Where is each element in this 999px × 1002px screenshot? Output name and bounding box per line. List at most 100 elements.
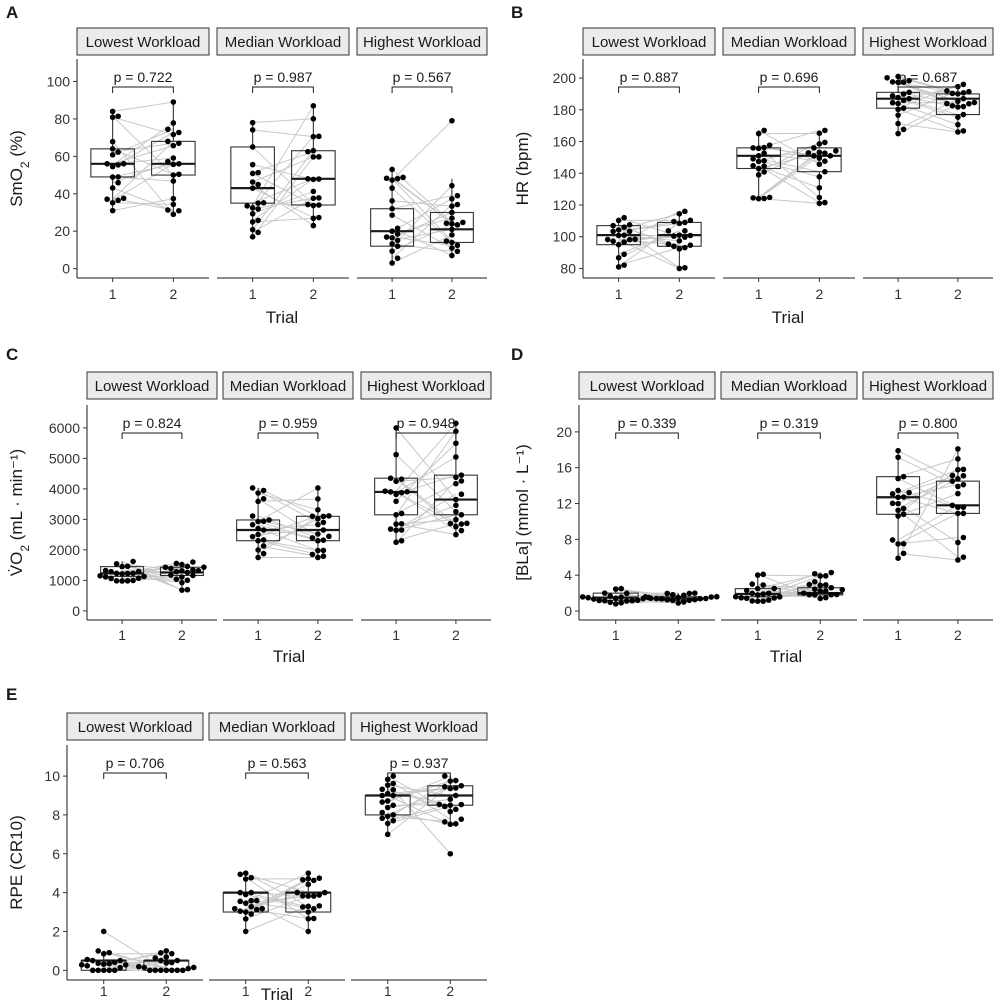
x-axis-title: Trial <box>772 308 804 327</box>
y-tick-label: 4 <box>564 567 572 583</box>
data-point <box>305 870 312 876</box>
x-tick-label: 1 <box>894 627 902 643</box>
facet-strip-label: Highest Workload <box>367 378 485 395</box>
data-point <box>966 100 972 107</box>
data-point <box>124 563 131 570</box>
data-point <box>895 454 901 461</box>
data-point <box>671 218 677 225</box>
data-point <box>822 573 829 579</box>
data-point <box>895 513 901 519</box>
data-point <box>771 595 778 601</box>
facet-strip-label: Median Workload <box>225 34 341 51</box>
x-tick-label: 2 <box>304 983 312 999</box>
data-point <box>449 195 455 202</box>
data-point <box>749 598 756 604</box>
panel-letter: C <box>6 345 18 364</box>
y-tick-label: 80 <box>54 111 70 127</box>
x-tick-label: 2 <box>169 286 177 302</box>
data-point <box>960 504 967 510</box>
y-tick-label: 2000 <box>49 542 80 558</box>
x-tick-label: 1 <box>384 983 392 999</box>
data-point <box>305 201 311 208</box>
data-point <box>944 88 950 94</box>
p-value-label: p = 0.800 <box>899 415 958 431</box>
data-point <box>390 780 397 787</box>
paired-line <box>257 527 319 551</box>
data-point <box>84 963 91 969</box>
data-point <box>163 967 170 974</box>
data-point <box>170 178 177 184</box>
data-point <box>294 889 301 896</box>
trial-1-points <box>579 585 652 607</box>
data-point <box>686 590 693 597</box>
paired-line <box>758 152 820 162</box>
data-point <box>249 513 256 519</box>
data-point <box>299 904 306 910</box>
data-point <box>170 155 177 161</box>
y-axis-title-subscript: 2 <box>18 161 32 168</box>
data-point <box>754 572 761 578</box>
data-point <box>174 967 181 974</box>
data-point <box>676 232 683 238</box>
data-point <box>827 153 834 159</box>
data-point <box>889 99 896 106</box>
data-point <box>453 496 459 503</box>
paired-line <box>245 895 309 920</box>
data-point <box>691 596 698 603</box>
x-axis-title: Trial <box>261 985 293 1002</box>
data-point <box>765 590 772 597</box>
facet-highest-workload: Highest Workload 1 2 p = 0.948 <box>360 371 492 643</box>
data-point <box>895 73 901 80</box>
data-point <box>454 201 461 208</box>
data-point <box>309 535 316 541</box>
data-point <box>454 248 461 255</box>
data-point <box>95 967 102 974</box>
data-point <box>384 776 391 783</box>
data-point <box>320 547 327 554</box>
data-point <box>249 179 256 185</box>
data-point <box>960 111 967 118</box>
data-point <box>626 228 633 235</box>
data-point <box>889 93 896 99</box>
data-point <box>900 105 907 111</box>
data-point <box>749 590 756 597</box>
data-point <box>766 194 773 201</box>
paired-line <box>103 931 167 971</box>
data-point <box>173 560 180 567</box>
trial-2-points <box>944 81 978 135</box>
data-point <box>320 537 327 543</box>
data-point <box>305 175 311 182</box>
paired-line <box>245 873 309 894</box>
data-point <box>255 498 261 505</box>
data-point <box>130 577 136 584</box>
y-tick-label: 140 <box>553 165 577 181</box>
data-point <box>305 881 312 888</box>
data-point <box>447 850 454 857</box>
data-point <box>384 782 391 788</box>
paired-line <box>257 540 319 555</box>
data-point <box>621 214 627 221</box>
facet-highest-workload: Highest Workload 1 2 p = 0.687 <box>862 27 994 302</box>
data-point <box>170 195 177 202</box>
data-point <box>750 145 756 151</box>
data-point <box>109 185 116 191</box>
data-point <box>612 595 619 602</box>
data-point <box>449 220 455 227</box>
trial-1-points <box>78 928 129 974</box>
p-value-label: p = 0.948 <box>397 415 456 431</box>
data-point <box>316 154 322 160</box>
paired-line <box>391 120 453 181</box>
paired-line <box>257 487 319 517</box>
data-point <box>379 809 386 816</box>
data-point <box>231 905 238 912</box>
facet-strip-label: Lowest Workload <box>95 378 210 395</box>
data-point <box>816 149 823 156</box>
facet-strip-label: Median Workload <box>731 378 847 395</box>
x-tick-label: 1 <box>100 983 108 999</box>
data-point <box>387 475 394 481</box>
y-axis-title: RPE (CR10) <box>7 815 26 909</box>
data-point <box>761 150 767 157</box>
data-point <box>384 790 391 797</box>
data-point <box>135 568 142 575</box>
data-point <box>248 897 255 904</box>
